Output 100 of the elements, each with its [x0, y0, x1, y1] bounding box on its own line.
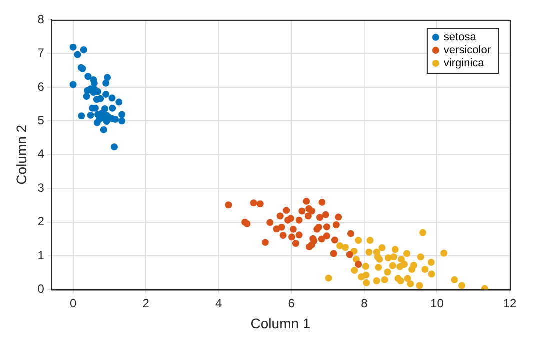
- point: [355, 261, 362, 268]
- point: [420, 229, 427, 236]
- point: [322, 211, 330, 218]
- point: [318, 236, 326, 243]
- point: [397, 278, 404, 285]
- point: [392, 246, 399, 254]
- point: [102, 91, 110, 98]
- point: [373, 278, 380, 285]
- point: [330, 250, 338, 258]
- point: [332, 222, 340, 229]
- point: [381, 276, 388, 284]
- legend-label: virginica: [444, 58, 486, 70]
- point: [80, 46, 88, 54]
- point: [375, 264, 382, 272]
- point: [280, 232, 287, 240]
- point: [100, 126, 108, 134]
- point: [422, 266, 429, 274]
- point: [440, 250, 448, 257]
- y-tick-label: 2: [38, 214, 45, 229]
- point: [303, 198, 310, 205]
- legend-label: setosa: [444, 32, 478, 44]
- point: [78, 112, 86, 120]
- y-tick-label: 4: [38, 147, 45, 162]
- point: [118, 118, 126, 125]
- point: [325, 274, 332, 282]
- point: [318, 198, 326, 206]
- legend-label: versicolor: [444, 44, 492, 57]
- point: [308, 208, 316, 215]
- y-tick-label: 1: [38, 248, 45, 262]
- point: [288, 234, 296, 241]
- y-tick-label: 7: [38, 46, 45, 60]
- x-tick-label: 12: [503, 296, 517, 310]
- x-axis-title: Column 1: [250, 315, 311, 332]
- point: [283, 207, 290, 214]
- point: [458, 282, 466, 290]
- x-tick-label: 10: [430, 296, 444, 310]
- point: [355, 237, 362, 244]
- point: [363, 280, 370, 287]
- point: [108, 94, 116, 102]
- point: [225, 202, 232, 209]
- y-axis-title: Column 2: [13, 124, 30, 185]
- point: [298, 208, 306, 215]
- point: [266, 219, 274, 226]
- point: [296, 232, 303, 239]
- point: [70, 81, 77, 88]
- point: [316, 214, 324, 222]
- x-tick-label: 0: [70, 296, 77, 310]
- point: [417, 254, 424, 261]
- x-tick-label: 8: [361, 296, 368, 310]
- point: [97, 95, 104, 102]
- point: [102, 80, 110, 87]
- y-tick-label: 0: [38, 282, 45, 296]
- point: [287, 215, 294, 222]
- point: [416, 282, 424, 290]
- point: [389, 262, 396, 270]
- point: [292, 240, 300, 248]
- point: [112, 116, 120, 123]
- point: [87, 112, 94, 119]
- point: [378, 244, 386, 252]
- point: [250, 200, 258, 207]
- point: [351, 267, 358, 274]
- point: [74, 51, 82, 58]
- x-tick-label: 4: [216, 296, 223, 310]
- point: [362, 272, 370, 279]
- x-tick-label: 6: [288, 296, 296, 310]
- point: [83, 93, 90, 100]
- point: [104, 74, 112, 82]
- point: [290, 226, 297, 233]
- point: [342, 244, 350, 252]
- point: [408, 266, 416, 274]
- point: [400, 261, 408, 268]
- point: [398, 256, 406, 263]
- point: [390, 254, 398, 261]
- point: [116, 98, 123, 106]
- point: [278, 224, 286, 231]
- point: [70, 44, 77, 51]
- point: [256, 200, 264, 208]
- point: [428, 270, 436, 278]
- point: [304, 212, 312, 220]
- point: [101, 106, 108, 113]
- point: [451, 276, 458, 284]
- point: [118, 111, 126, 118]
- point: [296, 216, 303, 224]
- point: [362, 263, 370, 270]
- point: [428, 258, 435, 266]
- point: [84, 73, 92, 80]
- point: [308, 241, 316, 248]
- point: [335, 214, 342, 221]
- point: [346, 251, 354, 258]
- point: [110, 144, 118, 151]
- point: [347, 230, 354, 238]
- point: [336, 242, 344, 250]
- y-tick-label: 8: [38, 12, 45, 26]
- point: [366, 248, 373, 256]
- point: [262, 239, 269, 246]
- point: [404, 250, 411, 258]
- point: [407, 280, 414, 288]
- point: [109, 104, 116, 112]
- y-tick-label: 6: [38, 80, 45, 94]
- x-tick-label: 2: [142, 296, 150, 310]
